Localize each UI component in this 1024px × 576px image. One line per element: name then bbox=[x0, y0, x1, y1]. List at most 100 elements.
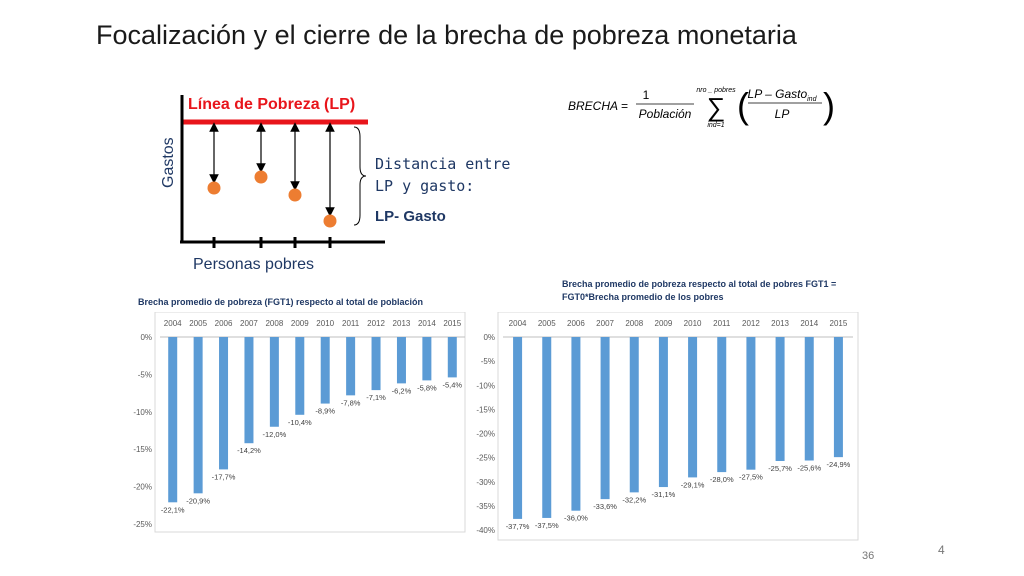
y-tick-label: -25% bbox=[133, 520, 152, 529]
x-tick-label: 2010 bbox=[316, 319, 334, 328]
data-label: -28,0% bbox=[710, 475, 734, 484]
data-label: -29,1% bbox=[681, 480, 705, 489]
bar bbox=[371, 337, 381, 391]
bar bbox=[295, 337, 305, 415]
x-tick-label: 2015 bbox=[830, 319, 848, 328]
data-label: -17,7% bbox=[212, 472, 236, 481]
data-label: -24,9% bbox=[827, 460, 851, 469]
bar bbox=[513, 337, 523, 519]
chart-fgt1-pobres-title-1: Brecha promedio de pobreza respecto al t… bbox=[562, 279, 837, 289]
y-tick-label: -5% bbox=[481, 357, 495, 366]
formula-inner-num: LP – Gastoind bbox=[748, 87, 818, 103]
page-number: 36 bbox=[862, 550, 875, 562]
y-tick-label: -15% bbox=[133, 445, 152, 454]
y-tick-label: -35% bbox=[476, 502, 495, 511]
data-label: -12,0% bbox=[262, 430, 286, 439]
chart-fgt1-pobres: 0% -5% -10% -15% -20% -25% -30% -35% -40% 2004 200… bbox=[476, 312, 859, 541]
distance-text-1: Distancia entre bbox=[375, 155, 510, 173]
x-tick-label: 2008 bbox=[265, 319, 283, 328]
bar bbox=[447, 337, 457, 378]
bar bbox=[717, 337, 727, 473]
data-label: -8,9% bbox=[315, 407, 335, 416]
chart-fgt1-poblacion: 0% -5% -10% -15% -20% -25% 2004 2005 2006 2007 200… bbox=[133, 312, 466, 533]
plot-area bbox=[154, 312, 466, 533]
x-tick-label: 2010 bbox=[684, 319, 702, 328]
x-tick-label: 2013 bbox=[393, 319, 411, 328]
bar bbox=[833, 337, 843, 458]
lp-minus-gasto: LP- Gasto bbox=[375, 208, 446, 225]
x-tick-label: 2007 bbox=[240, 319, 258, 328]
formula-inner-den: LP bbox=[775, 107, 790, 121]
x-tick-label: 2014 bbox=[418, 319, 436, 328]
x-tick-label: 2009 bbox=[291, 319, 309, 328]
y-tick-label: -40% bbox=[476, 526, 495, 535]
x-tick-label: 2014 bbox=[800, 319, 818, 328]
x-axis-label: Personas pobres bbox=[193, 256, 314, 273]
plot-area bbox=[497, 312, 859, 541]
data-label: -31,1% bbox=[652, 490, 676, 499]
y-tick-label: -25% bbox=[476, 454, 495, 463]
poverty-gap-diagram: Línea de Pobreza (LP) Gastos Personas po… bbox=[160, 95, 510, 273]
data-label: -20,9% bbox=[186, 496, 210, 505]
data-label: -37,7% bbox=[506, 522, 530, 531]
sum-symbol-icon: ∑ bbox=[707, 92, 726, 122]
data-label: -25,7% bbox=[768, 464, 792, 473]
spending-dot bbox=[207, 181, 221, 195]
spending-dot bbox=[254, 170, 268, 184]
bar bbox=[775, 337, 785, 462]
gap-formula: BRECHA = 1 Población nro _ pobres ∑ ind=… bbox=[568, 85, 835, 129]
bar bbox=[320, 337, 330, 404]
chart-fgt1-poblacion-title: Brecha promedio de pobreza (FGT1) respec… bbox=[138, 297, 424, 307]
bar bbox=[600, 337, 610, 500]
formula-lhs: BRECHA = bbox=[568, 99, 628, 113]
bar bbox=[244, 337, 254, 444]
bar bbox=[804, 337, 814, 461]
data-label: -22,1% bbox=[161, 505, 185, 514]
x-tick-label: 2004 bbox=[509, 319, 527, 328]
x-tick-label: 2005 bbox=[538, 319, 556, 328]
x-tick-label: 2007 bbox=[596, 319, 614, 328]
y-tick-label: -10% bbox=[133, 408, 152, 417]
data-label: -32,2% bbox=[622, 495, 646, 504]
x-tick-label: 2015 bbox=[443, 319, 461, 328]
y-tick-label: -15% bbox=[476, 405, 495, 414]
y-tick-label: -5% bbox=[138, 370, 152, 379]
slide-number: 4 bbox=[938, 543, 945, 557]
bar bbox=[422, 337, 432, 381]
formula-frac-num: 1 bbox=[643, 88, 650, 102]
data-label: -10,4% bbox=[288, 418, 312, 427]
bar bbox=[396, 337, 406, 384]
x-tick-label: 2004 bbox=[164, 319, 182, 328]
data-label: -25,6% bbox=[797, 464, 821, 473]
x-tick-label: 2012 bbox=[367, 319, 385, 328]
bar bbox=[571, 337, 581, 511]
right-paren-icon: ) bbox=[823, 85, 835, 126]
bar bbox=[193, 337, 203, 494]
bar bbox=[746, 337, 756, 470]
data-label: -27,5% bbox=[739, 473, 763, 482]
x-tick-label: 2011 bbox=[342, 319, 360, 328]
left-paren-icon: ( bbox=[737, 85, 749, 126]
x-tick-label: 2005 bbox=[189, 319, 207, 328]
x-tick-label: 2012 bbox=[742, 319, 760, 328]
data-label: -37,5% bbox=[535, 521, 559, 530]
chart-fgt1-pobres-title-2: FGT0*Brecha promedio de los pobres bbox=[562, 292, 724, 302]
spending-dot bbox=[288, 188, 302, 202]
brace bbox=[353, 126, 367, 226]
y-tick-label: -20% bbox=[133, 483, 152, 492]
data-label: -6,2% bbox=[392, 386, 412, 395]
x-tick-label: 2008 bbox=[625, 319, 643, 328]
x-tick-label: 2006 bbox=[567, 319, 585, 328]
x-tick-label: 2006 bbox=[215, 319, 233, 328]
y-tick-label: 0% bbox=[483, 333, 495, 342]
bar bbox=[629, 337, 639, 493]
lp-label: Línea de Pobreza (LP) bbox=[188, 96, 355, 113]
data-label: -7,8% bbox=[341, 398, 361, 407]
x-tick-label: 2009 bbox=[655, 319, 673, 328]
formula-frac-den: Población bbox=[639, 107, 692, 121]
data-label: -14,2% bbox=[237, 446, 261, 455]
data-label: -5,4% bbox=[442, 380, 462, 389]
data-label: -7,1% bbox=[366, 393, 386, 402]
data-label: -5,8% bbox=[417, 383, 437, 392]
y-tick-label: -10% bbox=[476, 381, 495, 390]
